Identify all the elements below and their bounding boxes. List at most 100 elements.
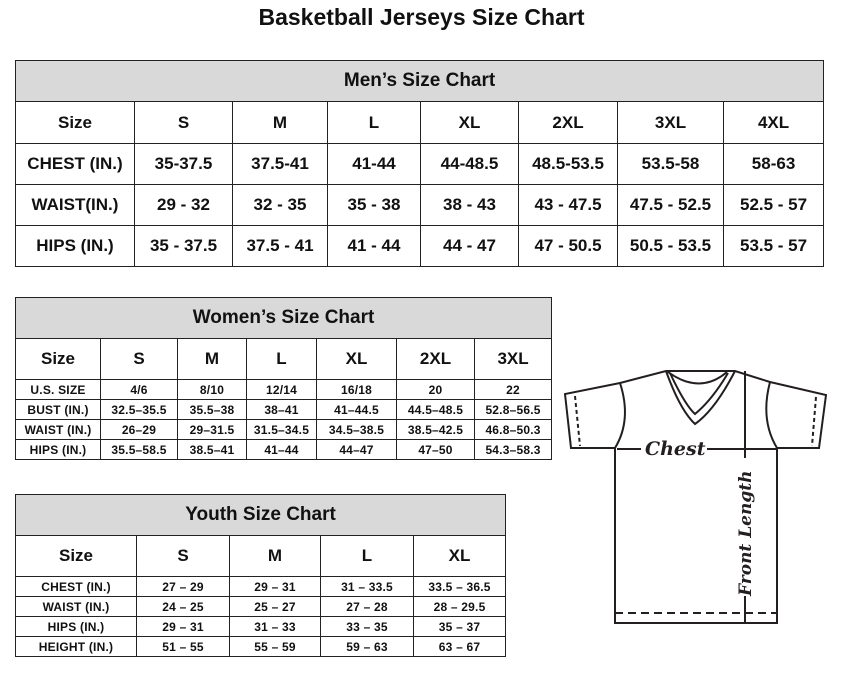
table-cell: 55 – 59: [229, 636, 321, 657]
column-header: Size: [15, 101, 135, 144]
column-header: Size: [15, 535, 137, 577]
table-row: WAIST(IN.) 29 - 32 32 - 35 35 - 38 38 - 43 43…: [15, 184, 825, 226]
table-cell: 25 – 27: [229, 596, 321, 617]
row-label: WAIST(IN.): [15, 184, 135, 226]
table-row: HIPS (IN.) 35 - 37.5 37.5 - 41 41 - 44 44 - …: [15, 225, 825, 267]
table-cell: 35.5–58.5: [100, 439, 178, 460]
row-label: CHEST (IN.): [15, 576, 137, 597]
table-cell: 37.5 - 41: [232, 225, 328, 267]
column-header: S: [136, 535, 230, 577]
table-row: CHEST (IN.) 35-37.5 37.5-41 41-44 44-48.5 48.…: [15, 143, 825, 185]
table-cell: 38–41: [246, 399, 317, 420]
table-cell: 35 - 38: [327, 184, 421, 226]
table-cell: 33 – 35: [320, 616, 414, 637]
column-header: S: [100, 338, 178, 380]
youth-chart-title: Youth Size Chart: [14, 494, 507, 536]
table-cell: 52.5 - 57: [722, 184, 825, 226]
table-cell: 44–47: [316, 439, 397, 460]
table-cell: 32.5–35.5: [100, 399, 178, 420]
table-cell: 27 – 29: [136, 576, 230, 597]
table-cell: 47.5 - 52.5: [617, 184, 724, 226]
table-cell: 31 – 33: [229, 616, 321, 637]
table-cell: 31 – 33.5: [320, 576, 414, 597]
table-cell: 47 - 50.5: [518, 225, 618, 267]
column-header: XL: [412, 535, 507, 577]
row-label: HIPS (IN.): [15, 225, 135, 267]
row-label: CHEST (IN.): [15, 143, 135, 185]
row-label: HEIGHT (IN.): [15, 636, 137, 657]
row-label: HIPS (IN.): [15, 616, 137, 637]
row-label: HIPS (IN.): [15, 439, 101, 460]
table-cell: 29 – 31: [136, 616, 230, 637]
table-cell: 44 - 47: [420, 225, 519, 267]
row-label: BUST (IN.): [15, 399, 101, 420]
table-row: WAIST (IN.) 24 – 25 25 – 27 27 – 28 28 – 29.…: [15, 596, 507, 617]
table-cell: 52.8–56.5: [473, 399, 553, 420]
row-label: WAIST (IN.): [15, 596, 137, 617]
column-header: M: [232, 101, 328, 144]
table-cell: 38.5–41: [177, 439, 247, 460]
table-cell: 47–50: [396, 439, 475, 460]
table-cell: 29–31.5: [177, 419, 247, 440]
column-header: Size: [15, 338, 101, 380]
table-cell: 63 – 67: [412, 636, 507, 657]
table-cell: 51 – 55: [136, 636, 230, 657]
table-cell: 24 – 25: [136, 596, 230, 617]
column-header: L: [320, 535, 414, 577]
table-cell: 35.5–38: [177, 399, 247, 420]
table-cell: 41 - 44: [327, 225, 421, 267]
front-length-label: Front Length: [736, 471, 756, 597]
table-cell: 29 – 31: [229, 576, 321, 597]
table-cell: 27 – 28: [320, 596, 414, 617]
table-row: WAIST (IN.) 26–29 29–31.5 31.5–34.5 34.5–38.…: [15, 419, 553, 440]
table-cell: 28 – 29.5: [412, 596, 507, 617]
table-cell: 29 - 32: [134, 184, 233, 226]
table-cell: 53.5-58: [617, 143, 724, 185]
column-header: S: [134, 101, 233, 144]
header-row: Size S M L XL 2XL 3XL 4XL: [15, 101, 825, 144]
table-cell: 46.8–50.3: [473, 419, 553, 440]
chest-label: Chest: [645, 438, 706, 460]
table-cell: 16/18: [316, 379, 397, 400]
table-cell: 33.5 – 36.5: [412, 576, 507, 597]
table-cell: 50.5 - 53.5: [617, 225, 724, 267]
header-row: Size S M L XL: [15, 535, 507, 577]
table-cell: 59 – 63: [320, 636, 414, 657]
column-header: XL: [316, 338, 397, 380]
table-cell: 4/6: [100, 379, 178, 400]
table-cell: 58-63: [722, 143, 825, 185]
row-label: WAIST (IN.): [15, 419, 101, 440]
column-header: 2XL: [396, 338, 475, 380]
table-cell: 43 - 47.5: [518, 184, 618, 226]
column-header: L: [246, 338, 317, 380]
table-cell: 35-37.5: [134, 143, 233, 185]
table-cell: 22: [473, 379, 553, 400]
sleeve-seam-left: [614, 382, 626, 449]
tshirt-diagram: Chest Front Length: [563, 370, 828, 624]
table-cell: 48.5-53.5: [518, 143, 618, 185]
womens-size-table: Women’s Size Chart Size S M L XL 2XL 3XL U.S. SI…: [14, 297, 553, 460]
column-header: 3XL: [617, 101, 724, 144]
youth-size-table: Youth Size Chart Size S M L XL CHEST (IN.) 27 –…: [14, 494, 507, 657]
sleeve-seam-right: [765, 381, 778, 449]
table-cell: 37.5-41: [232, 143, 328, 185]
table-cell: 8/10: [177, 379, 247, 400]
table-cell: 12/14: [246, 379, 317, 400]
column-header: 2XL: [518, 101, 618, 144]
column-header: 4XL: [722, 101, 825, 144]
page-title: Basketball Jerseys Size Chart: [258, 4, 585, 30]
table-cell: 35 – 37: [412, 616, 507, 637]
table-cell: 54.3–58.3: [473, 439, 553, 460]
column-header: XL: [420, 101, 519, 144]
table-cell: 44.5–48.5: [396, 399, 475, 420]
sleeve-hem-right: [811, 396, 817, 447]
table-cell: 53.5 - 57: [722, 225, 825, 267]
table-row: U.S. SIZE 4/6 8/10 12/14 16/18 20 22: [15, 379, 553, 400]
table-row: CHEST (IN.) 27 – 29 29 – 31 31 – 33.5 33.5 –…: [15, 576, 507, 597]
table-cell: 20: [396, 379, 475, 400]
shirt-outline: [563, 370, 828, 624]
women-chart-title: Women’s Size Chart: [14, 297, 553, 339]
column-header: M: [229, 535, 321, 577]
table-cell: 26–29: [100, 419, 178, 440]
sleeve-hem-left: [574, 395, 581, 447]
